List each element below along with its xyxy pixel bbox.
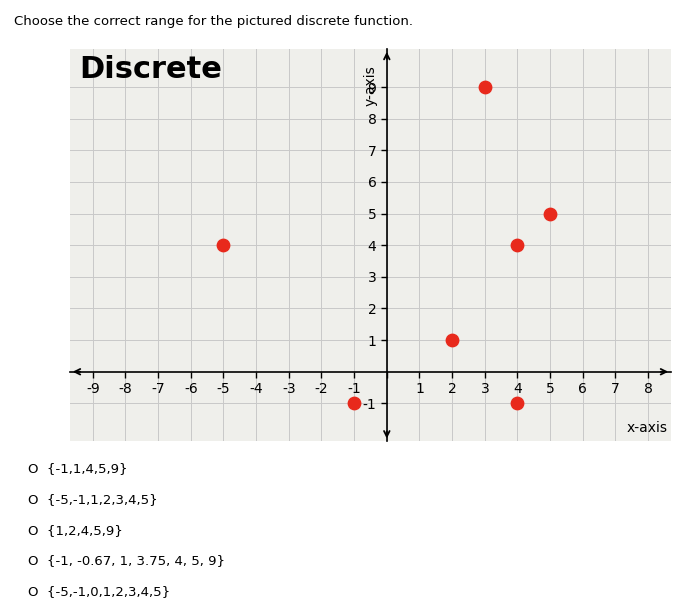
Point — [218, 240, 229, 250]
Point — [512, 398, 523, 408]
Text: y-axis: y-axis — [363, 65, 377, 105]
Text: Discrete: Discrete — [80, 55, 222, 85]
Point — [545, 208, 556, 218]
Point — [349, 398, 360, 408]
Point — [447, 335, 458, 345]
Text: O  {-5,-1,1,2,3,4,5}: O {-5,-1,1,2,3,4,5} — [28, 493, 157, 506]
Text: O  {1,2,4,5,9}: O {1,2,4,5,9} — [28, 524, 123, 537]
Text: O  {-1, -0.67, 1, 3.75, 4, 5, 9}: O {-1, -0.67, 1, 3.75, 4, 5, 9} — [28, 554, 225, 568]
Text: O  {-1,1,4,5,9}: O {-1,1,4,5,9} — [28, 462, 127, 476]
Text: x-axis: x-axis — [627, 421, 668, 435]
Point — [512, 240, 523, 250]
Point — [480, 82, 491, 92]
Text: Choose the correct range for the pictured discrete function.: Choose the correct range for the picture… — [14, 15, 413, 28]
Text: O  {-5,-1,0,1,2,3,4,5}: O {-5,-1,0,1,2,3,4,5} — [28, 585, 170, 598]
